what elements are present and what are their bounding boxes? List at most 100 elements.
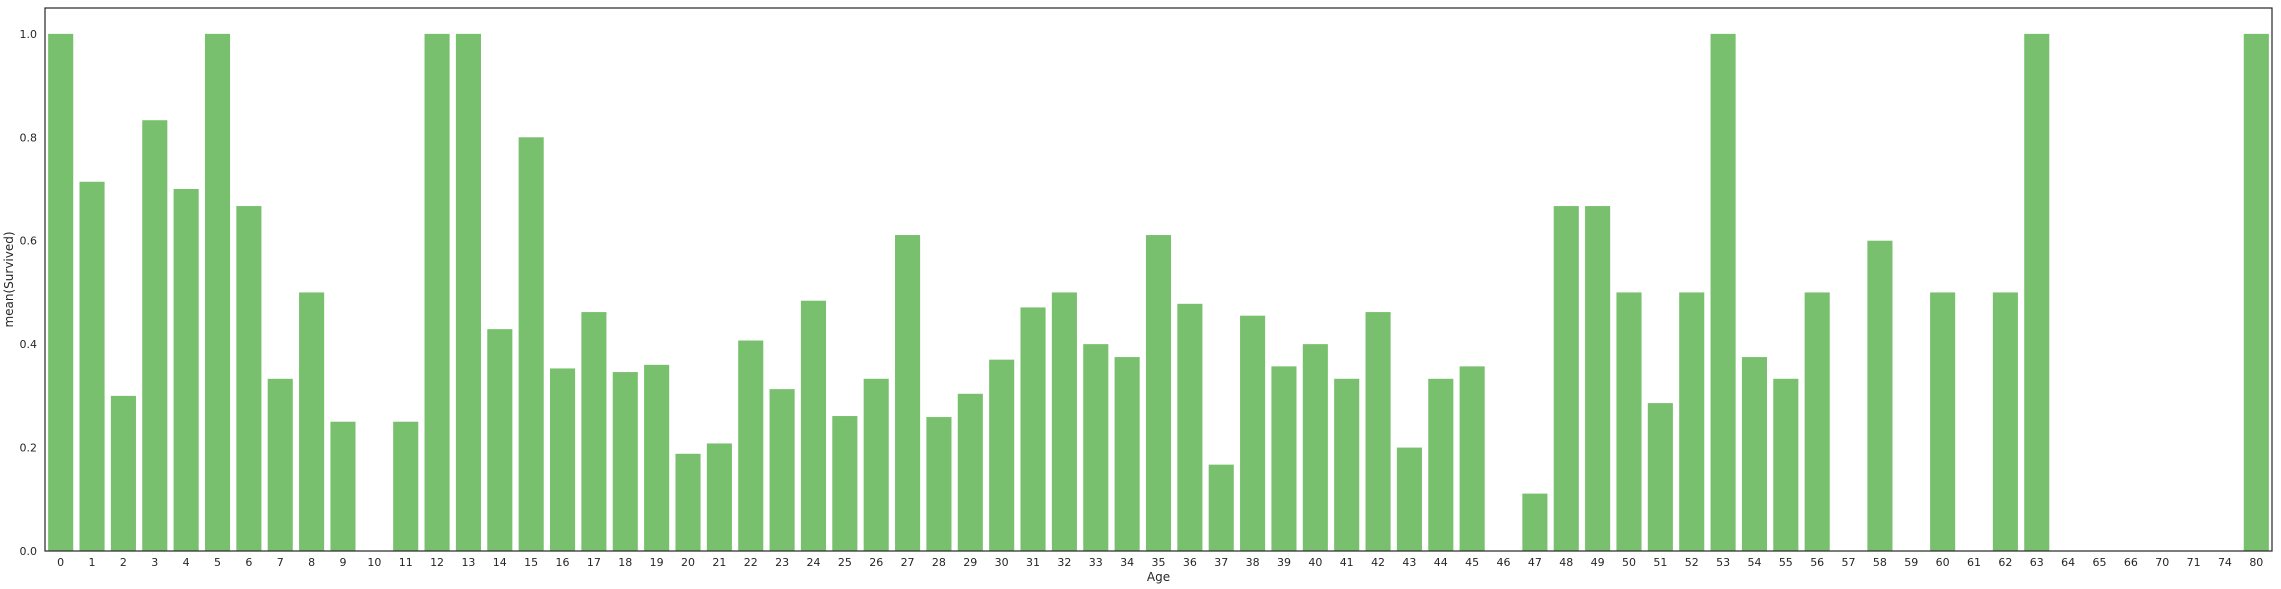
x-tick-label-50: 50: [1622, 556, 1636, 569]
bar-age-48: [1553, 206, 1579, 551]
bar-age-20: [675, 453, 701, 551]
y-tick-label-0.2: 0.2: [20, 442, 38, 455]
x-tick-label-70: 70: [2155, 556, 2169, 569]
bars-group: [48, 33, 2269, 552]
x-tick-label-80: 80: [2249, 556, 2263, 569]
x-tick-label-23: 23: [775, 556, 789, 569]
bar-age-13: [455, 33, 481, 552]
x-tick-label-46: 46: [1497, 556, 1511, 569]
x-tick-label-6: 6: [245, 556, 252, 569]
bar-age-41: [1334, 378, 1360, 551]
bar-age-19: [644, 364, 670, 551]
x-tick-label-71: 71: [2187, 556, 2201, 569]
x-tick-label-17: 17: [587, 556, 601, 569]
bar-age-28: [926, 417, 952, 551]
bar-age-30: [989, 359, 1015, 551]
bar-age-58: [1867, 240, 1893, 551]
x-tick-label-5: 5: [214, 556, 221, 569]
x-tick-label-21: 21: [712, 556, 726, 569]
bar-age-49: [1585, 206, 1611, 551]
x-tick-labels: 0 1 2 3 4 5 6 7 8 9 10 11 12 13 14 15 16 17 18 19 20 21 22 23 24…: [57, 556, 2263, 569]
x-tick-label-74: 74: [2218, 556, 2232, 569]
bar-age-32: [1051, 292, 1077, 551]
x-tick-label-4: 4: [183, 556, 190, 569]
bar-age-26: [863, 378, 889, 551]
x-tick-label-58: 58: [1873, 556, 1887, 569]
x-tick-label-10: 10: [367, 556, 381, 569]
x-tick-label-43: 43: [1402, 556, 1416, 569]
bar-age-47: [1522, 493, 1548, 551]
x-tick-label-64: 64: [2061, 556, 2075, 569]
x-tick-label-30: 30: [995, 556, 1009, 569]
y-tick-label-0.0: 0.0: [20, 545, 38, 558]
bar-age-3: [142, 120, 168, 551]
bar-age-37: [1208, 464, 1234, 551]
x-tick-label-48: 48: [1559, 556, 1573, 569]
x-tick-label-8: 8: [308, 556, 315, 569]
bar-age-1: [79, 181, 105, 551]
bar-age-40: [1302, 344, 1328, 551]
bar-age-55: [1773, 378, 1799, 551]
bar-age-62: [1992, 292, 2018, 551]
bar-age-24: [800, 300, 827, 551]
bar-age-39: [1271, 366, 1297, 551]
bar-age-9: [330, 421, 356, 551]
x-tick-label-19: 19: [650, 556, 664, 569]
bar-age-27: [895, 235, 921, 552]
y-tick-labels: 0.0 0.2 0.4 0.6 0.8 1.0: [20, 28, 38, 558]
x-tick-label-34: 34: [1120, 556, 1134, 569]
x-tick-label-28: 28: [932, 556, 946, 569]
bar-age-42: [1365, 312, 1391, 551]
bar-age-38: [1240, 315, 1266, 551]
bar-age-34: [1114, 357, 1140, 551]
bar-age-18: [612, 372, 638, 551]
bar-age-6: [236, 206, 262, 551]
x-tick-label-15: 15: [524, 556, 538, 569]
x-tick-label-35: 35: [1152, 556, 1166, 569]
x-tick-label-39: 39: [1277, 556, 1291, 569]
x-tick-label-63: 63: [2030, 556, 2044, 569]
x-axis-label: Age: [1147, 570, 1170, 584]
x-tick-label-60: 60: [1936, 556, 1950, 569]
x-tick-label-13: 13: [461, 556, 475, 569]
x-tick-label-49: 49: [1591, 556, 1605, 569]
bar-age-52: [1679, 292, 1705, 551]
x-tick-label-24: 24: [806, 556, 820, 569]
bar-age-8: [299, 292, 325, 551]
bar-age-45: [1459, 366, 1485, 551]
x-tick-label-11: 11: [399, 556, 413, 569]
bar-age-7: [267, 378, 293, 551]
x-tick-label-42: 42: [1371, 556, 1385, 569]
x-tick-label-29: 29: [963, 556, 977, 569]
x-tick-label-40: 40: [1308, 556, 1322, 569]
x-tick-label-62: 62: [1998, 556, 2012, 569]
x-tick-label-36: 36: [1183, 556, 1197, 569]
x-tick-label-52: 52: [1685, 556, 1699, 569]
x-tick-label-54: 54: [1747, 556, 1761, 569]
x-tick-label-33: 33: [1089, 556, 1103, 569]
bar-age-35: [1145, 235, 1172, 552]
bar-age-17: [581, 312, 607, 551]
bar-age-15: [518, 137, 544, 552]
x-tick-label-47: 47: [1528, 556, 1542, 569]
bar-age-54: [1741, 357, 1768, 551]
bar-age-11: [393, 421, 419, 551]
x-tick-label-26: 26: [869, 556, 883, 569]
y-tick-label-0.4: 0.4: [20, 338, 38, 351]
x-tick-label-55: 55: [1779, 556, 1793, 569]
x-tick-label-20: 20: [681, 556, 695, 569]
x-tick-label-66: 66: [2124, 556, 2138, 569]
bar-age-29: [957, 393, 983, 551]
x-tick-label-59: 59: [1904, 556, 1918, 569]
y-tick-label-0.6: 0.6: [20, 235, 38, 248]
x-tick-label-9: 9: [339, 556, 346, 569]
x-tick-label-1: 1: [89, 556, 96, 569]
x-tick-label-31: 31: [1026, 556, 1040, 569]
bar-age-4: [173, 189, 199, 551]
x-tick-label-41: 41: [1340, 556, 1354, 569]
bar-age-36: [1177, 303, 1203, 551]
bar-age-80: [2243, 33, 2269, 552]
bar-age-31: [1020, 307, 1046, 551]
x-tick-label-45: 45: [1465, 556, 1479, 569]
bar-age-33: [1083, 344, 1109, 551]
